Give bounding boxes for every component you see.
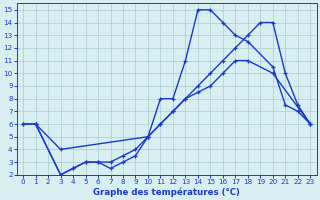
X-axis label: Graphe des températures (°C): Graphe des températures (°C): [93, 187, 240, 197]
